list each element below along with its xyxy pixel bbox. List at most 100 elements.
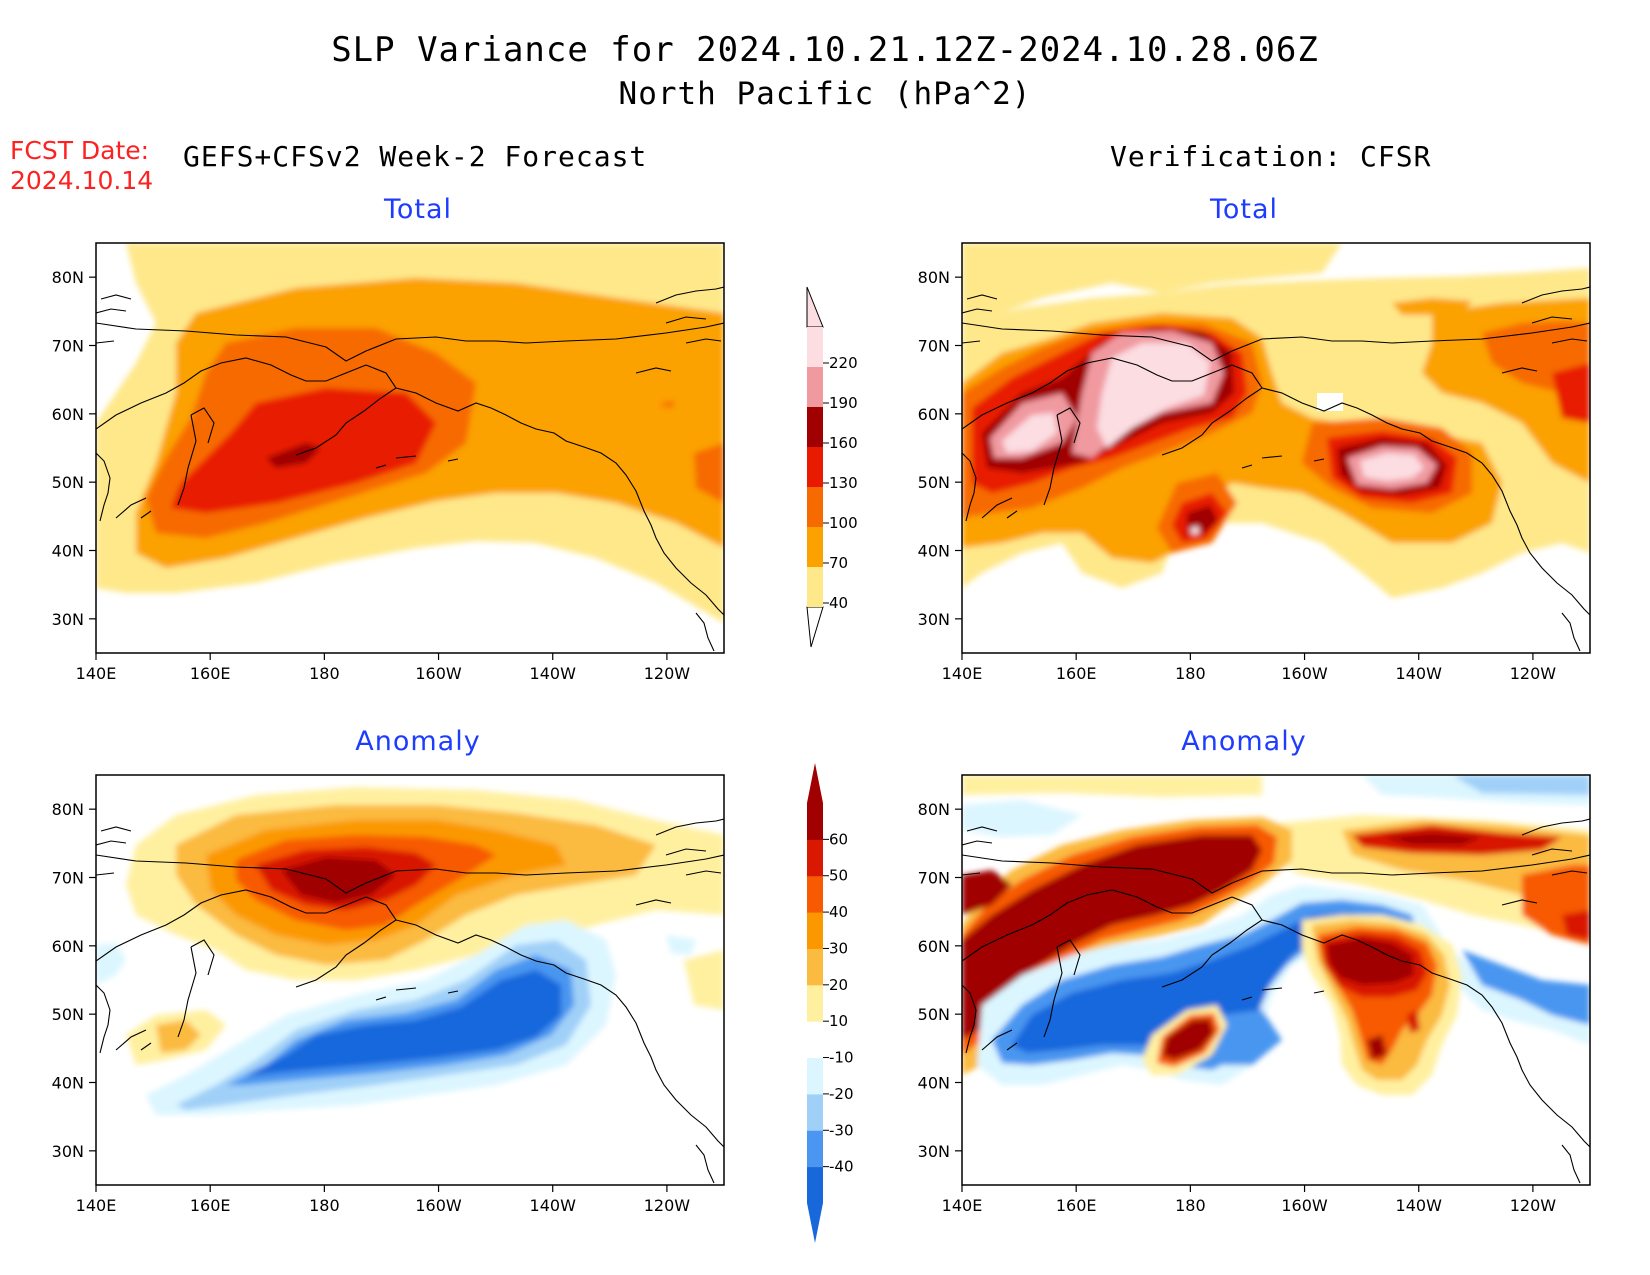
colorbar-anomaly-swatch bbox=[807, 1166, 823, 1204]
panel-title-forecast-anomaly: Anomaly bbox=[355, 726, 481, 757]
lat-tick-label: 30N bbox=[52, 1142, 84, 1161]
colorbar-anomaly-label: -40 bbox=[829, 1158, 854, 1176]
colorbar-total-swatch bbox=[807, 327, 823, 367]
colorbar-total-swatch bbox=[807, 447, 823, 487]
colorbar-anomaly-label: -20 bbox=[829, 1085, 854, 1103]
lat-tick-label: 50N bbox=[918, 473, 950, 492]
lon-tick-label: 120W bbox=[1510, 1196, 1557, 1215]
colorbar-anomaly-swatch bbox=[807, 948, 823, 986]
panel-forecast-anomaly bbox=[95, 774, 725, 1186]
lat-tick-label: 80N bbox=[918, 268, 950, 287]
lat-tick-label: 80N bbox=[918, 800, 950, 819]
lat-tick-label: 60N bbox=[918, 405, 950, 424]
panel-title-forecast-total: Total bbox=[383, 194, 453, 225]
lon-tick-label: 140W bbox=[1396, 1196, 1443, 1215]
colorbar-anomaly-label: 10 bbox=[829, 1012, 848, 1030]
colorbar-anomaly-cap-top bbox=[807, 763, 823, 803]
lon-tick-label: 160E bbox=[190, 664, 231, 683]
panel-title-verification-anomaly: Anomaly bbox=[1181, 726, 1307, 757]
lat-tick-label: 40N bbox=[918, 1074, 950, 1093]
colorbar-anomaly-swatch bbox=[807, 1093, 823, 1131]
lon-tick-label: 180 bbox=[309, 1196, 340, 1215]
colorbar-total-cap-top bbox=[806, 286, 824, 328]
lat-tick-label: 80N bbox=[52, 800, 84, 819]
axes-layer: 140E 160E 180 160W 140W 120W 80N 70N 60N 50N 40N 30… bbox=[52, 268, 1557, 1215]
colorbar-total-label: 160 bbox=[829, 434, 858, 452]
colorbar-total-cap-bottom bbox=[806, 606, 824, 648]
colorbar-anomaly-label: -10 bbox=[829, 1049, 854, 1067]
lon-tick-label: 160W bbox=[415, 1196, 462, 1215]
lon-tick-label: 160E bbox=[1056, 664, 1097, 683]
lon-tick-label: 120W bbox=[644, 1196, 691, 1215]
main-title: SLP Variance for 2024.10.21.12Z-2024.10.… bbox=[331, 30, 1319, 70]
lon-tick-label: 140E bbox=[942, 664, 983, 683]
colorbar-anomaly-label: 50 bbox=[829, 867, 848, 885]
fcst-date-value: 2024.10.14 bbox=[10, 166, 154, 195]
lat-tick-label: 30N bbox=[918, 1142, 950, 1161]
colorbar-anomaly-cap-bottom bbox=[807, 1203, 823, 1243]
lon-tick-label: 140E bbox=[942, 1196, 983, 1215]
colorbar-anomaly-swatch bbox=[807, 875, 823, 913]
lat-tick-label: 50N bbox=[52, 1005, 84, 1024]
lat-tick-label: 70N bbox=[918, 337, 950, 356]
colorbar-total-swatch bbox=[807, 567, 823, 607]
colorbar-anomaly-swatch bbox=[807, 984, 823, 1022]
colorbar-anomaly-swatch bbox=[807, 1021, 823, 1059]
colorbar-anomaly: -40 -30 -20 -10 10 20 30 40 50 60 bbox=[807, 763, 854, 1243]
lat-tick-label: 30N bbox=[52, 610, 84, 629]
lon-tick-label: 120W bbox=[644, 664, 691, 683]
colorbar-total-label: 70 bbox=[829, 554, 848, 572]
lat-tick-label: 70N bbox=[52, 337, 84, 356]
lat-tick-label: 60N bbox=[918, 937, 950, 956]
lat-tick-label: 60N bbox=[52, 937, 84, 956]
lon-tick-label: 160E bbox=[190, 1196, 231, 1215]
lon-tick-label: 180 bbox=[1175, 664, 1206, 683]
colorbar-anomaly-label: 60 bbox=[829, 830, 848, 848]
colorbar-anomaly-swatch bbox=[807, 1130, 823, 1168]
colorbar-total-swatch bbox=[807, 487, 823, 527]
lat-tick-label: 40N bbox=[52, 542, 84, 561]
colorbar-anomaly-swatch bbox=[807, 803, 823, 840]
colorbar-total-swatch bbox=[807, 527, 823, 567]
panel-forecast-total bbox=[95, 242, 725, 654]
lon-tick-label: 160W bbox=[1281, 664, 1328, 683]
lat-tick-label: 30N bbox=[918, 610, 950, 629]
lon-tick-label: 140W bbox=[530, 664, 577, 683]
lon-tick-label: 180 bbox=[1175, 1196, 1206, 1215]
panel-title-verification-total: Total bbox=[1209, 194, 1279, 225]
colorbar-total-label: 130 bbox=[829, 474, 858, 492]
lat-tick-label: 50N bbox=[918, 1005, 950, 1024]
lon-tick-label: 160W bbox=[415, 664, 462, 683]
lat-tick-label: 60N bbox=[52, 405, 84, 424]
colorbar-total-label: 100 bbox=[829, 514, 858, 532]
right-column-title: Verification: CFSR bbox=[1110, 140, 1432, 173]
lon-tick-label: 180 bbox=[309, 664, 340, 683]
lat-tick-label: 50N bbox=[52, 473, 84, 492]
lon-tick-label: 140W bbox=[530, 1196, 577, 1215]
colorbar-total-label: 220 bbox=[829, 354, 858, 372]
colorbar-anomaly-label: 40 bbox=[829, 903, 848, 921]
lat-tick-label: 80N bbox=[52, 268, 84, 287]
colorbar-anomaly-label: 30 bbox=[829, 939, 848, 957]
lat-tick-label: 70N bbox=[918, 869, 950, 888]
colorbar-anomaly-swatch bbox=[807, 839, 823, 877]
left-column-title: GEFS+CFSv2 Week-2 Forecast bbox=[183, 140, 648, 173]
lon-tick-label: 140E bbox=[76, 664, 117, 683]
panel-verification-anomaly bbox=[961, 774, 1591, 1186]
colorbar-anomaly-swatch bbox=[807, 1057, 823, 1095]
lon-tick-label: 160W bbox=[1281, 1196, 1328, 1215]
lon-tick-label: 160E bbox=[1056, 1196, 1097, 1215]
colorbar-total-swatch bbox=[807, 407, 823, 447]
colorbar-total-swatch bbox=[807, 367, 823, 407]
lat-tick-label: 40N bbox=[918, 542, 950, 561]
fcst-date-label: FCST Date: bbox=[10, 136, 150, 165]
colorbar-anomaly-label: -30 bbox=[829, 1121, 854, 1139]
main-subtitle: North Pacific (hPa^2) bbox=[618, 76, 1032, 112]
colorbar-anomaly-label: 20 bbox=[829, 976, 848, 994]
lon-tick-label: 120W bbox=[1510, 664, 1557, 683]
lon-tick-label: 140E bbox=[76, 1196, 117, 1215]
colorbar-anomaly-swatch bbox=[807, 912, 823, 949]
colorbar-total-label: 40 bbox=[829, 594, 848, 612]
